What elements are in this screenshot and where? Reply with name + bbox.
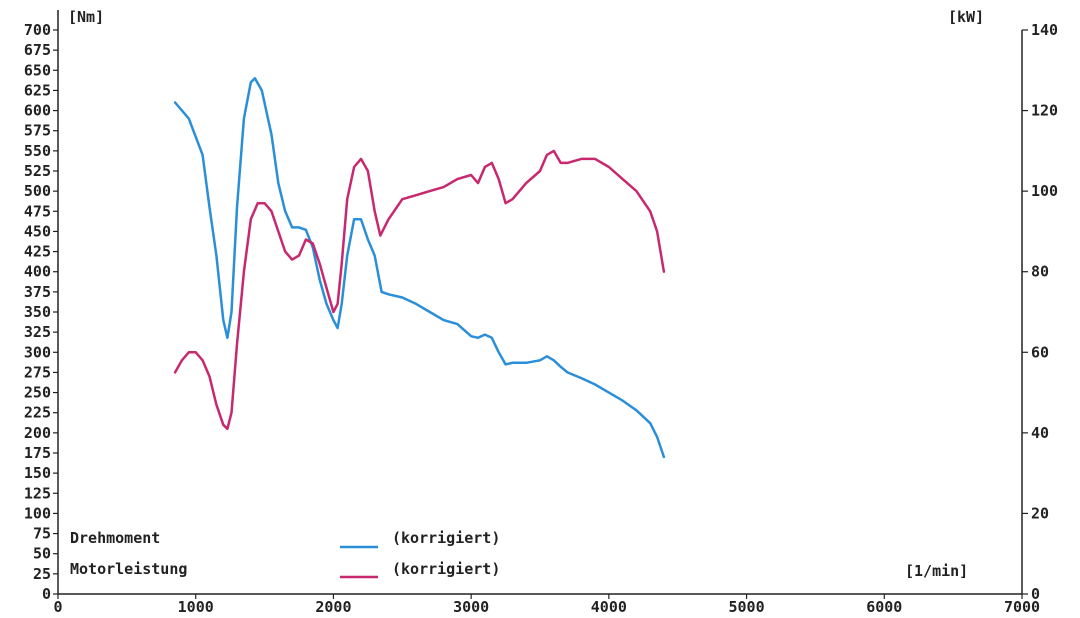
y-left-tick-label: 200 [24,424,51,442]
y-right-tick-label: 0 [1031,585,1040,603]
y-left-tick-label: 75 [33,525,51,543]
x-tick-label: 7000 [1004,598,1040,616]
y-left-tick-label: 25 [33,565,51,583]
y-left-tick-label: 550 [24,142,51,160]
y-left-tick-label: 150 [24,464,51,482]
y-right-tick-label: 60 [1031,343,1049,361]
right-axis-ticks: 0 20 40 60 80 100 120 140 [1022,21,1058,603]
y-left-tick-label: 425 [24,243,51,261]
y-left-tick-label: 650 [24,61,51,79]
y-left-tick-label: 0 [42,585,51,603]
x-tick-label: 6000 [866,598,902,616]
y-right-tick-label: 20 [1031,504,1049,522]
y-left-tick-label: 50 [33,545,51,563]
x-tick-label: 2000 [315,598,351,616]
x-tick-label: 0 [53,598,62,616]
y-left-tick-label: 525 [24,162,51,180]
x-tick-label: 4000 [591,598,627,616]
x-axis-ticks: 0 1000 2000 3000 4000 5000 6000 7000 [53,594,1040,616]
y-right-tick-label: 100 [1031,182,1058,200]
y-left-tick-label: 700 [24,21,51,39]
y-left-tick-label: 275 [24,363,51,381]
y-left-tick-label: 250 [24,384,51,402]
series-layer [173,77,666,459]
legend: Drehmoment (korrigiert) Motorleistung (k… [70,529,500,579]
y-left-tick-label: 400 [24,263,51,281]
y-left-tick-label: 475 [24,202,51,220]
y-left-tick-label: 300 [24,343,51,361]
x-unit: [1/min] [905,562,968,580]
legend-suffix-power: (korrigiert) [392,560,500,578]
y-left-tick-label: 450 [24,222,51,240]
series-line-drehmoment [173,77,666,459]
y-left-tick-label: 100 [24,504,51,522]
y-left-tick-label: 350 [24,303,51,321]
y-right-tick-label: 40 [1031,424,1049,442]
y-left-tick-label: 500 [24,182,51,200]
legend-suffix-torque: (korrigiert) [392,529,500,547]
x-tick-label: 1000 [178,598,214,616]
x-tick-label: 3000 [453,598,489,616]
y-left-tick-label: 325 [24,323,51,341]
y-left-tick-label: 125 [24,484,51,502]
y-left-tick-label: 625 [24,81,51,99]
y-right-tick-label: 80 [1031,263,1049,281]
left-axis-ticks: 0 25 50 75 100 125 150 175 200 225 250 275 300 325 350… [24,21,58,603]
y-left-tick-label: 600 [24,102,51,120]
y-left-tick-label: 175 [24,444,51,462]
y-right-tick-label: 140 [1031,21,1058,39]
y-left-tick-label: 575 [24,122,51,140]
y-left-tick-label: 675 [24,41,51,59]
y-right-unit: [kW] [948,8,984,26]
legend-label-power: Motorleistung [70,560,187,578]
x-tick-label: 5000 [729,598,765,616]
y-left-tick-label: 225 [24,404,51,422]
y-right-tick-label: 120 [1031,102,1058,120]
y-left-unit: [Nm] [68,8,104,26]
legend-label-torque: Drehmoment [70,529,160,547]
series-line-motorleistung [173,149,666,431]
y-left-tick-label: 375 [24,283,51,301]
